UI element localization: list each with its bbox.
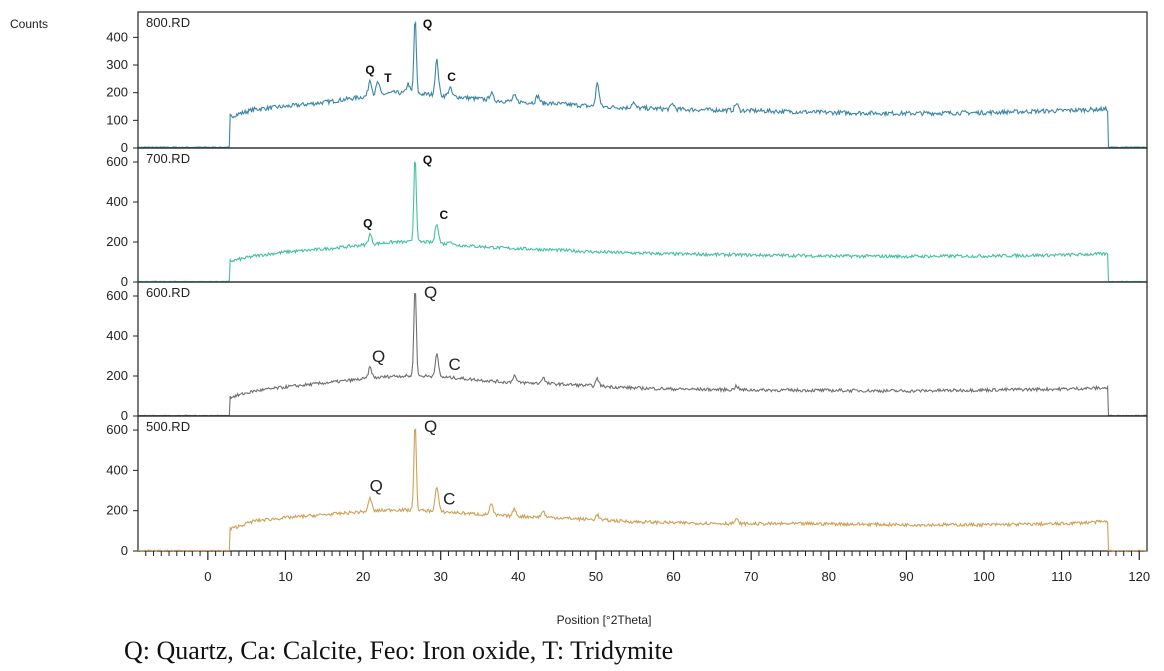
- x-tick-label: 100: [973, 569, 995, 584]
- series-line-700.RD: [137, 161, 1147, 283]
- series-line-600.RD: [137, 292, 1147, 417]
- x-tick-label: 120: [1128, 569, 1150, 584]
- x-tick-label: 40: [511, 569, 525, 584]
- series-line-500.RD: [137, 428, 1147, 552]
- panel-frame: [137, 147, 1148, 283]
- peak-annotation: Q: [424, 283, 437, 302]
- series-line-800.RD: [137, 20, 1147, 149]
- x-tick-label: 110: [1051, 569, 1072, 584]
- y-tick-label: 200: [106, 85, 128, 100]
- y-axis-label: Counts: [10, 17, 48, 31]
- x-tick-label: 50: [589, 569, 603, 584]
- x-tick-label: 30: [433, 569, 447, 584]
- panel-600.RD: 0 200 400 600 600.RD Q Q C: [106, 281, 1148, 423]
- y-tick-label: 400: [106, 462, 128, 477]
- panel-frame: [137, 415, 1148, 552]
- panel-frame: [137, 281, 1148, 417]
- panel-title: 700.RD: [146, 151, 190, 166]
- x-axis-label: Position [°2Theta]: [557, 613, 652, 627]
- peak-annotation: Q: [370, 476, 383, 495]
- x-tick-label: 80: [822, 569, 836, 584]
- peak-annotation: Q: [365, 63, 374, 77]
- peak-annotation: T: [384, 71, 392, 85]
- x-tick-label: 90: [899, 569, 913, 584]
- y-tick-label: 0: [121, 274, 128, 289]
- x-tick-label: 60: [666, 569, 680, 584]
- y-tick-label: 300: [106, 57, 128, 72]
- y-tick-label: 400: [106, 29, 128, 44]
- panel-frame: [137, 11, 1148, 149]
- y-tick-label: 0: [121, 543, 128, 558]
- x-tick-label: 10: [278, 569, 292, 584]
- y-tick-label: 0: [121, 408, 128, 423]
- peak-annotation: Q: [424, 417, 437, 436]
- peak-annotation: Q: [372, 347, 385, 366]
- panel-title: 500.RD: [146, 419, 190, 434]
- peak-annotation: C: [439, 208, 448, 222]
- y-tick-label: 200: [106, 368, 128, 383]
- y-tick-label: 600: [106, 422, 128, 437]
- x-axis: 0 10 20 30 40 50 60 70 80 90 100 110 120: [145, 551, 1150, 584]
- peak-annotation: C: [443, 490, 455, 509]
- peak-annotation: C: [447, 70, 456, 84]
- peak-annotation: Q: [423, 153, 432, 167]
- panel-title: 600.RD: [146, 285, 190, 300]
- panel-500.RD: 0 200 400 600 500.RD Q Q C: [106, 415, 1148, 558]
- y-tick-label: 600: [106, 288, 128, 303]
- y-tick-label: 100: [106, 112, 128, 127]
- y-tick-label: 600: [106, 154, 128, 169]
- peak-annotation: Q: [363, 217, 372, 231]
- x-tick-label: 70: [744, 569, 758, 584]
- figure-caption: Q: Quartz, Ca: Calcite, Feo: Iron oxide,…: [124, 636, 674, 665]
- y-tick-label: 200: [106, 234, 128, 249]
- x-tick-label: 0: [204, 569, 211, 584]
- y-tick-label: 200: [106, 503, 128, 518]
- peak-annotation: C: [449, 355, 461, 374]
- y-tick-label: 0: [121, 140, 128, 155]
- panel-700.RD: 0 200 400 600 700.RD Q Q C: [106, 147, 1148, 289]
- peak-annotation: Q: [423, 17, 432, 31]
- y-tick-label: 400: [106, 194, 128, 209]
- x-tick-label: 20: [356, 569, 370, 584]
- panel-title: 800.RD: [146, 15, 190, 30]
- y-tick-label: 400: [106, 328, 128, 343]
